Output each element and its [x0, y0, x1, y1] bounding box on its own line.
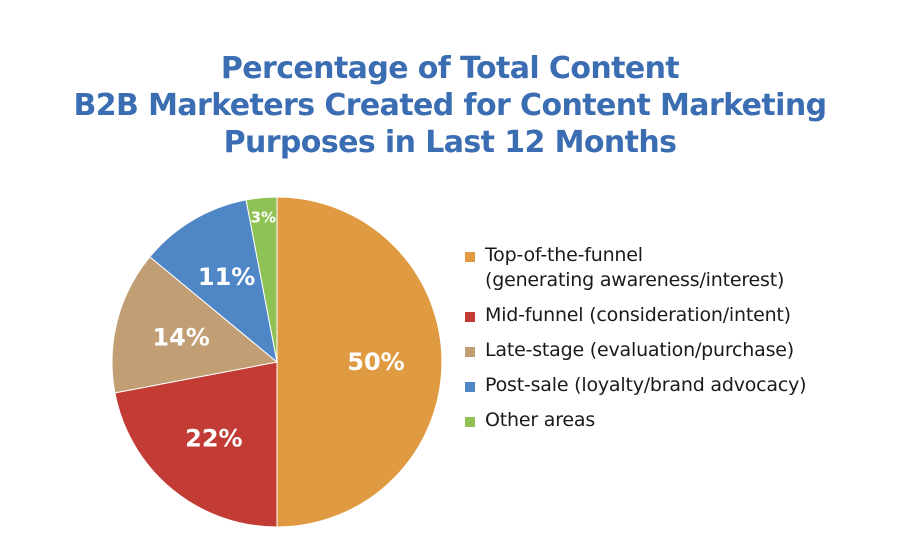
chart-legend: Top-of-the-funnel (generating awareness/… [465, 243, 890, 443]
legend-swatch-4 [465, 382, 475, 392]
chart-title-line-3: Purposes in Last 12 Months [223, 125, 677, 160]
legend-label-2: Mid-funnel (consideration/intent) [485, 304, 791, 326]
slice-label-5: 3% [251, 208, 276, 226]
slice-label-4: 11% [198, 263, 255, 291]
pie-slice-3 [111, 256, 279, 394]
legend-label-3: Late-stage (evaluation/purchase) [485, 339, 794, 361]
legend-swatch-1 [465, 252, 475, 262]
legend-swatch-5 [465, 417, 475, 427]
slice-label-2: 22% [185, 424, 242, 452]
legend-item-4: Post-sale (loyalty/brand advocacy) [465, 373, 890, 398]
legend-swatch-3 [465, 347, 475, 357]
pie-slice-5 [245, 196, 278, 363]
slice-label-3: 14% [152, 323, 209, 351]
pie-slice-2 [114, 361, 278, 528]
slice-label-1: 50% [347, 348, 404, 376]
chart-title-line-1: Percentage of Total Content [220, 51, 680, 86]
pie-slice-4 [149, 199, 278, 364]
legend-item-5: Other areas [465, 408, 890, 433]
legend-label-1: Top-of-the-funnel (generating awareness/… [485, 244, 785, 291]
legend-label-5: Other areas [485, 409, 596, 431]
legend-label-4: Post-sale (loyalty/brand advocacy) [485, 374, 807, 396]
chart-title-line-2: B2B Marketers Created for Content Market… [73, 88, 828, 123]
pie-slice-1 [276, 196, 443, 528]
legend-item-2: Mid-funnel (consideration/intent) [465, 303, 890, 328]
chart-title: Percentage of Total Content B2B Marketer… [0, 50, 900, 161]
legend-item-1: Top-of-the-funnel (generating awareness/… [465, 243, 890, 293]
legend-swatch-2 [465, 312, 475, 322]
legend-item-3: Late-stage (evaluation/purchase) [465, 338, 890, 363]
